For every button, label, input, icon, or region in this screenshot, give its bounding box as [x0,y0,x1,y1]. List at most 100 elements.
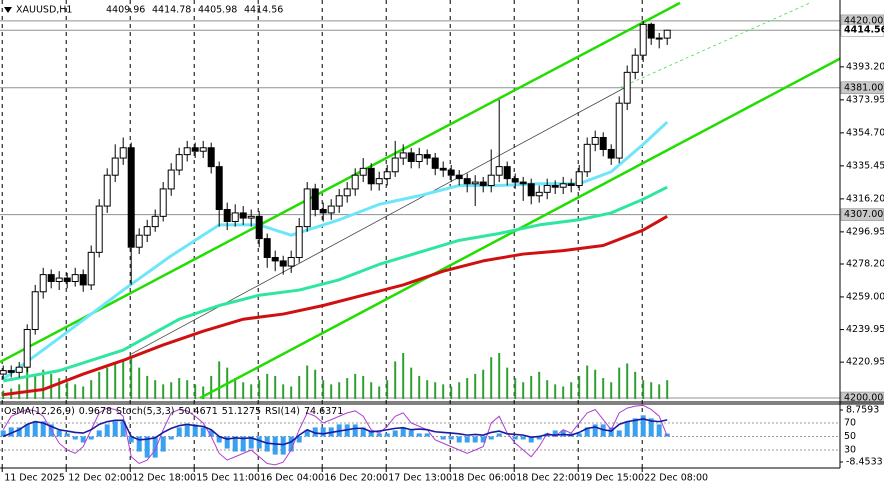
candle-body [279,260,287,267]
level-label: 4307.00 [844,209,883,220]
y-tick-label: 4316.20 [846,193,884,204]
osc-tick-label: 30 [844,444,856,455]
trendline [129,84,631,356]
x-tick-label: 16 Dec 04:00 [260,473,324,484]
osma-bar [616,430,622,437]
osma-bar [216,436,222,443]
candle-body [399,152,407,159]
y-tick-label: 4239.95 [846,324,884,335]
osma-bar [360,427,366,437]
candle-body [495,166,503,176]
osma-bar [584,427,590,437]
candle-body [127,147,135,248]
x-tick-label: 11 Dec 2025 [4,473,65,484]
osc-legend-item: 0.9678 [79,406,112,417]
candle-body [351,174,359,190]
osma-bar [368,430,374,437]
candle-body [135,234,143,248]
osc-tick-label: 8.7593 [846,405,879,416]
level-label: 4414.56 [844,25,884,36]
osc-legend-item: RSI(14) [265,406,300,417]
osma-bar [120,421,126,437]
candle-body [423,154,431,159]
osma-bar [240,436,246,452]
osma-bar [560,430,566,437]
x-tick-label: 17 Dec 13:00 [388,473,452,484]
candle-body [119,147,127,159]
candle-body [511,178,519,183]
level-box [840,81,884,95]
trendline [619,2,811,89]
osma-bar [288,436,294,452]
candle-body [655,37,663,40]
level-label: 4420.00 [844,15,883,26]
osma-bar [256,436,262,449]
osma-bar [248,436,254,449]
level-box [840,23,884,37]
osma-bar [192,424,198,437]
candle-body [623,71,631,104]
candle-body [407,152,415,162]
level-label: 4200.00 [844,393,883,404]
candle-body [79,274,87,286]
candle-body [343,188,351,197]
y-tick-label: 4296.95 [846,226,884,237]
candle-body [503,166,511,180]
osma-bar [64,433,70,437]
y-tick-label: 4259.00 [846,291,884,302]
candle-body [151,215,159,228]
candle-body [191,147,199,152]
osma-bar [0,430,6,437]
candle-body [383,171,391,180]
osma-bar [392,430,398,437]
osc-legend-item: 50.4671 [178,406,217,417]
osma-bar [8,427,14,437]
candle-body [287,256,295,267]
candle-body [575,171,583,186]
candle-body [663,29,671,39]
x-tick-label: 18 Dec 22:00 [516,473,580,484]
moving-average [2,120,669,381]
candle-body [583,143,591,173]
header-value: 4414.56 [244,5,283,16]
candle-body [335,195,343,207]
candle-body [167,169,175,190]
osma-bar [176,427,182,437]
osc-legend-item: Stoch(5,3,3) [116,406,174,417]
candle-body [295,226,303,258]
candle-body [63,277,71,282]
header-value: 4409.96 [106,5,145,16]
osma-bar [456,436,462,443]
candle-body [615,102,623,159]
osma-bar [408,430,414,437]
level-label: 4381.00 [844,82,883,93]
x-tick-label: 18 Dec 06:00 [452,473,516,484]
candle-body [535,191,543,197]
y-tick-label: 4354.70 [846,127,884,138]
candle-body [255,215,263,240]
candle-body [359,167,367,176]
osma-bar [496,433,502,437]
candle-body [215,166,223,210]
osma-bar [232,436,238,452]
osma-bar [160,436,166,452]
osma-bar [128,436,134,443]
osma-bar [632,418,638,437]
osma-bar [24,424,30,437]
osma-bar [56,430,62,437]
osma-bar [624,421,630,437]
candle-body [327,205,335,214]
candle-body [479,181,487,186]
osc-tick-label: 50 [844,431,856,442]
candle-body [631,54,639,73]
osma-bar [312,427,318,437]
candle-body [463,178,471,185]
x-tick-label: 12 Dec 18:00 [132,473,196,484]
candle-body [183,147,191,156]
osma-bar [520,436,526,440]
candle-body [175,154,183,171]
osma-bar [640,415,646,437]
osma-bar [280,436,286,455]
osma-bar [104,424,110,437]
osma-bar [32,421,38,437]
